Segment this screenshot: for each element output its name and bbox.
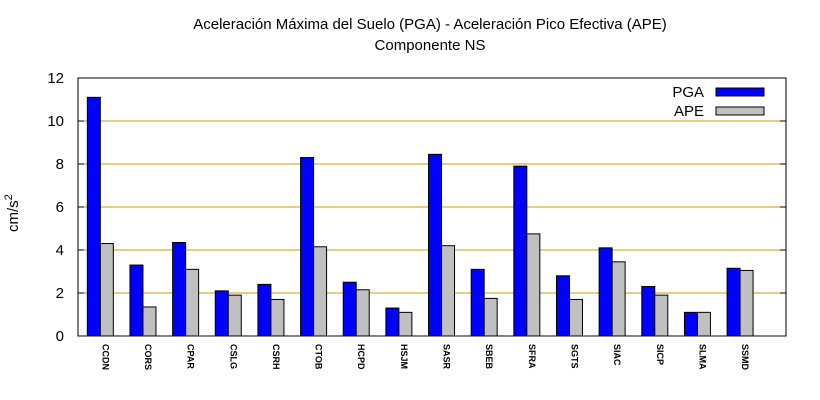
bar-ape-hcpd — [355, 289, 370, 337]
y-tick-label: 2 — [56, 285, 64, 302]
y-tick-label: 12 — [47, 70, 64, 87]
bar-ape-cslg — [227, 294, 242, 337]
y-tick-label: 4 — [56, 242, 64, 259]
bar-ape-cors — [142, 306, 157, 337]
legend-label: APE — [674, 103, 704, 120]
bar-ape-sicp — [654, 294, 669, 337]
bar-pga-slma — [683, 311, 698, 337]
chart-subtitle: Componente NS — [374, 37, 486, 54]
chart-title-block: Aceleración Máxima del Suelo (PGA) - Ace… — [0, 14, 820, 56]
x-tick-label: SASR — [442, 344, 452, 370]
bar-ape-sbeb — [483, 297, 498, 337]
bar-ape-sasr — [441, 245, 456, 337]
y-tick-label: 0 — [56, 328, 64, 345]
chart-title: Aceleración Máxima del Suelo (PGA) - Ace… — [193, 16, 667, 33]
y-axis-label: cm/s2 — [3, 194, 22, 232]
bar-ape-slma — [696, 311, 711, 337]
legend-label: PGA — [672, 84, 704, 101]
x-tick-label: SBEB — [484, 344, 494, 370]
bar-ape-sgts — [568, 298, 583, 337]
x-tick-label: SSMD — [740, 344, 750, 371]
x-tick-label: CORS — [143, 344, 153, 370]
bar-ape-ctob — [313, 246, 328, 337]
bar-pga-csrh — [257, 283, 272, 337]
bar-pga-sfra — [513, 165, 528, 337]
bar-ape-hsjm — [398, 311, 413, 337]
legend-swatch — [715, 87, 765, 97]
bar-pga-cors — [129, 264, 144, 337]
bar-pga-cpar — [172, 241, 187, 337]
bar-pga-sasr — [428, 153, 443, 337]
x-tick-label: CTOB — [314, 344, 324, 370]
bar-pga-ctob — [300, 157, 315, 337]
bar-pga-ccdn — [86, 96, 101, 337]
bar-pga-sgts — [555, 275, 570, 337]
legend-swatch — [715, 106, 765, 116]
x-tick-label: HCPD — [356, 344, 366, 370]
x-tick-label: HSJM — [399, 344, 409, 369]
x-tick-label: SIAC — [612, 344, 622, 366]
bar-ape-csrh — [270, 298, 285, 337]
bar-ape-ccdn — [99, 243, 114, 337]
x-tick-label: CCDN — [100, 344, 110, 370]
bar-ape-siac — [611, 261, 626, 337]
x-tick-label: CPAR — [186, 344, 196, 369]
y-tick-label: 10 — [47, 113, 64, 130]
bar-pga-cslg — [214, 290, 229, 337]
bar-pga-sicp — [641, 286, 656, 337]
y-tick-label: 6 — [56, 199, 64, 216]
x-tick-label: SLMA — [697, 344, 707, 370]
y-tick-label: 8 — [56, 156, 64, 173]
bar-pga-siac — [598, 247, 613, 337]
x-tick-label: CSRH — [271, 344, 281, 370]
bar-ape-ssmd — [739, 269, 754, 337]
plot-frame — [77, 77, 787, 337]
bar-ape-sfra — [526, 233, 541, 337]
x-tick-label: SGTS — [569, 344, 579, 369]
bar-pga-hcpd — [342, 281, 357, 337]
x-tick-label: SICP — [655, 344, 665, 365]
x-tick-label: SFRA — [527, 344, 537, 369]
bar-pga-hsjm — [385, 307, 400, 337]
x-tick-label: CSLG — [228, 344, 238, 369]
bar-pga-ssmd — [726, 267, 741, 337]
bar-ape-cpar — [185, 268, 200, 337]
bar-pga-sbeb — [470, 268, 485, 337]
